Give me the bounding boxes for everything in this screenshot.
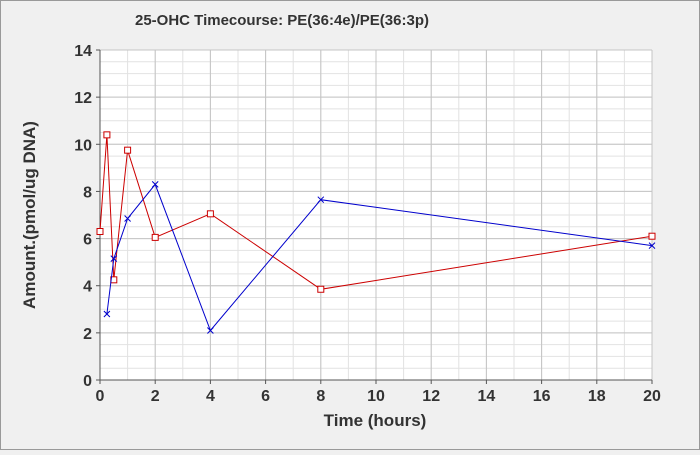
series-1-point [648,242,656,249]
series-0-point [648,232,656,240]
x-tick-label: 16 [533,388,551,405]
x-tick-label: 6 [261,388,270,405]
chart-title: 25-OHC Timecourse: PE(36:4e)/PE(36:3p) [135,12,429,29]
series-1-point [151,181,159,188]
series-1-point [103,310,111,318]
y-tick-label: 8 [83,184,92,201]
x-axis-title: Time (hours) [324,411,427,430]
series-0-point [96,228,104,235]
series-0-point [103,131,111,139]
x-tick-label: 14 [478,388,496,405]
series-0-line [99,134,653,290]
series-1-point [110,255,118,262]
series-0-point [151,233,159,241]
y-tick-label: 6 [83,232,92,249]
y-tick-label: 14 [74,43,92,60]
x-tick-label: 20 [643,388,661,405]
x-tick-label: 10 [367,388,385,405]
x-tick-label: 8 [316,388,325,405]
series-1-point [124,215,131,222]
x-tick-label: 4 [206,388,215,405]
y-tick-label: 12 [74,90,92,107]
y-tick-label: 4 [83,279,92,296]
x-tick-label: 0 [96,388,105,405]
y-tick-label: 2 [83,326,92,343]
y-axis-title: Amount.(pmol/ug DNA) [20,121,39,309]
x-tick-label: 2 [151,388,160,405]
y-tick-label: 0 [83,373,92,390]
plot-area: 0 2 4 6 8 10 12 14 16 18 20 0 2 4 6 8 10 12 14 [74,43,661,405]
series-0-point [124,146,132,154]
series-0-point [317,285,325,293]
x-tick-label: 18 [588,388,606,405]
series-0-point [206,210,214,218]
y-tick-label: 10 [74,137,92,154]
series-1-point [207,327,214,334]
series-1-point [317,196,325,204]
x-tick-label: 12 [422,388,440,405]
